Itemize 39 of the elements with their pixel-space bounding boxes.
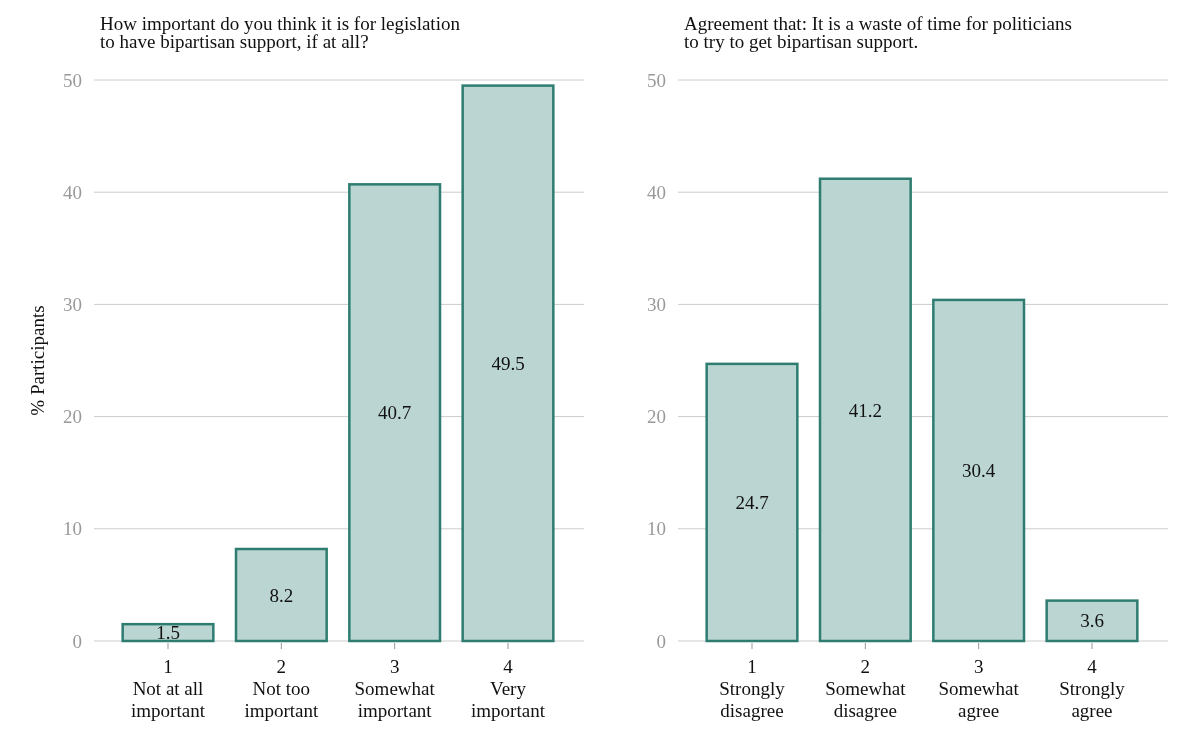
- bar: [818, 177, 912, 643]
- x-tick-label: 3 Somewhat important: [354, 656, 436, 721]
- y-tick-label: 50: [63, 69, 82, 91]
- data-label: 24.7: [735, 492, 769, 514]
- y-tick-label: 40: [63, 181, 82, 203]
- y-tick-label: 50: [647, 69, 666, 91]
- data-label: 3.6: [1080, 610, 1104, 632]
- bar: [348, 183, 442, 643]
- y-tick-label: 20: [647, 406, 666, 428]
- x-tick-label: 2 Somewhat disagree: [825, 656, 907, 721]
- y-axis-title: % Participants: [27, 305, 48, 416]
- y-tick-label: 0: [656, 630, 666, 652]
- bar: [234, 547, 328, 643]
- bar: [1045, 599, 1139, 643]
- x-tick-label: 4 Strongly agree: [1059, 656, 1126, 721]
- data-label: 1.5: [156, 622, 180, 644]
- bar: [461, 84, 555, 643]
- chart-title: How important do you think it is for legislation to have bipartisan support, if at all?: [100, 13, 461, 52]
- x-tick-label: 2 Not too important: [244, 656, 319, 721]
- data-label: 41.2: [848, 399, 882, 421]
- data-label: 49.5: [491, 352, 525, 374]
- data-label: 40.7: [378, 402, 412, 424]
- chart-title: Agreement that: It is a waste of time for politicians to try to get bipartisan support.: [684, 13, 1072, 52]
- y-tick-label: 40: [647, 181, 666, 203]
- data-label: 8.2: [269, 584, 294, 606]
- y-tick-label: 20: [63, 406, 82, 428]
- y-tick-label: 30: [647, 294, 666, 316]
- y-tick-label: 10: [63, 518, 82, 540]
- x-tick-label: 4 Very important: [471, 656, 546, 721]
- y-tick-label: 30: [63, 294, 82, 316]
- y-tick-label: 10: [647, 518, 666, 540]
- y-tick-label: 0: [72, 630, 82, 652]
- x-tick-label: 1 Not at all important: [131, 656, 206, 721]
- x-tick-label: 3 Somewhat agree: [938, 656, 1020, 721]
- x-tick-label: 1 Strongly disagree: [719, 656, 786, 721]
- bar: [932, 298, 1026, 643]
- bar: [121, 622, 215, 643]
- data-label: 30.4: [962, 460, 996, 482]
- bar: [705, 362, 799, 643]
